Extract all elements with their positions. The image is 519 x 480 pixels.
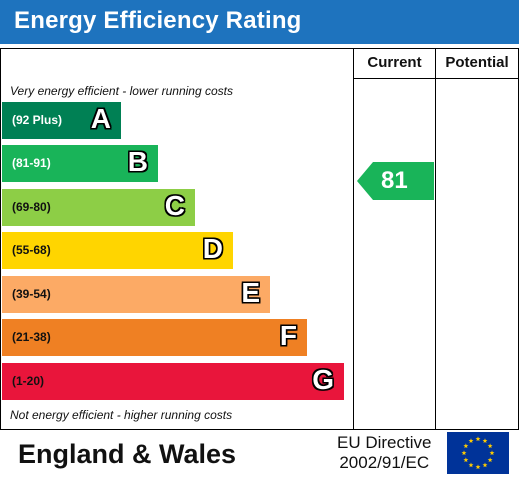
- bottom-note: Not energy efficient - higher running co…: [10, 408, 233, 422]
- region-label: England & Wales: [18, 439, 237, 469]
- flag-star: [487, 443, 493, 449]
- band-e: (39-54) E: [2, 276, 270, 313]
- current-column-header: Current: [367, 54, 422, 71]
- flag-star: [475, 464, 481, 470]
- eu-directive-line1: EU Directive: [337, 433, 432, 452]
- flag-star: [482, 462, 488, 468]
- flag-star: [463, 457, 469, 463]
- band-g: (1-20) G: [2, 363, 344, 400]
- band-range: (92 Plus): [12, 113, 63, 127]
- band-range: (55-68): [12, 243, 51, 257]
- band-letter: B: [127, 146, 148, 177]
- band-a: (92 Plus) A: [2, 102, 121, 139]
- band-letter: D: [202, 233, 223, 264]
- current-rating-label-wrap: 81: [357, 162, 434, 200]
- band-letter: F: [279, 320, 297, 351]
- band-range: (21-38): [12, 330, 51, 344]
- band-letter: E: [241, 277, 260, 308]
- flag-star: [461, 450, 467, 456]
- band-letter: G: [312, 364, 334, 395]
- page-title: Energy Efficiency Rating: [14, 7, 302, 34]
- band-d: (55-68) D: [2, 232, 233, 269]
- band-c: (69-80) C: [2, 189, 195, 226]
- band-range: (39-54): [12, 287, 51, 301]
- eu-directive-line2: 2002/91/EC: [339, 453, 430, 472]
- eu-directive: EU Directive 2002/91/EC: [337, 433, 431, 473]
- current-rating-value: 81: [381, 167, 408, 194]
- band-b: (81-91) B: [2, 145, 158, 182]
- top-note: Very energy efficient - lower running co…: [10, 84, 233, 98]
- header-bar: Energy Efficiency Rating: [0, 0, 519, 44]
- footer-divider: [0, 429, 519, 430]
- flag-star: [482, 438, 488, 443]
- band-f: (21-38) F: [2, 319, 307, 356]
- band-letter: C: [164, 190, 185, 221]
- current-rating-indicator: [357, 162, 434, 200]
- flag-star: [487, 457, 493, 463]
- band-range: (69-80): [12, 200, 51, 214]
- band-letter: A: [90, 103, 111, 134]
- band-range: (81-91): [12, 156, 51, 170]
- potential-column-header: Potential: [445, 54, 509, 71]
- band-range: (1-20): [12, 374, 45, 388]
- flag-star: [489, 450, 495, 456]
- column-divider: [353, 48, 354, 430]
- column-divider: [435, 48, 436, 430]
- eu-flag-icon: [447, 432, 509, 474]
- flag-star: [468, 438, 474, 443]
- flag-star: [475, 436, 481, 442]
- flag-star: [463, 443, 469, 449]
- header-divider: [353, 78, 519, 79]
- flag-star: [468, 462, 474, 468]
